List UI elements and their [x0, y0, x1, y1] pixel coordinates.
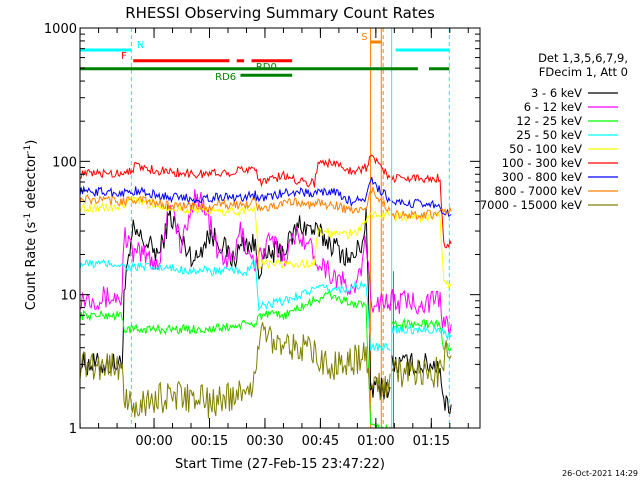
- legend-label-7: 800 - 7000 keV: [494, 184, 582, 198]
- series-line-5-seg-0: [80, 154, 391, 188]
- legend-label-8: 7000 - 15000 keV: [480, 198, 582, 212]
- x-tick-label-3: 00:45: [302, 434, 339, 449]
- series-line-6-seg-0: [80, 176, 391, 208]
- legend-label-2: 12 - 25 keV: [516, 114, 582, 128]
- legend-label-3: 25 - 50 keV: [516, 128, 582, 142]
- y-axis-label-sup2: -1: [23, 145, 33, 154]
- series-line-7-seg-0: [80, 186, 391, 214]
- series-line-8-seg-0: [80, 322, 391, 419]
- flag-label-4: RD6: [215, 72, 236, 83]
- series-line-6-seg-1: [391, 198, 452, 217]
- x-axis-label: Start Time (27-Feb-15 23:47:22): [175, 457, 385, 472]
- legend: Det 1,3,5,6,7,9,FDecim 1, Att 0 3 - 6 keV…: [480, 51, 628, 212]
- series-line-5-seg-1: [391, 173, 452, 249]
- y-axis-label-end: ): [24, 140, 39, 145]
- y-tick-label-3: 1000: [44, 22, 77, 37]
- flag-label-3: RD0: [256, 62, 277, 73]
- flag-label-2: F: [121, 51, 127, 62]
- x-tick-label-5: 01:15: [413, 434, 450, 449]
- plot-area: N S F RD0 RD6: [80, 28, 452, 428]
- series-line-0-seg-1: [391, 353, 452, 415]
- series-line-8-seg-1: [391, 340, 452, 388]
- series-line-4-seg-0: [80, 194, 391, 269]
- legend-header-1: FDecim 1, Att 0: [539, 65, 628, 79]
- flag-label-0: N: [137, 40, 144, 51]
- chart-title: RHESSI Observing Summary Count Rates: [125, 4, 435, 22]
- legend-label-5: 100 - 300 keV: [502, 156, 582, 170]
- legend-label-6: 300 - 800 keV: [502, 170, 582, 184]
- x-tick-label-0: 00:00: [135, 434, 172, 449]
- x-tick-label-4: 01:00: [357, 434, 394, 449]
- series-line-2-seg-1: [391, 317, 452, 352]
- legend-label-0: 3 - 6 keV: [531, 86, 582, 100]
- series-line-7-seg-1: [391, 205, 452, 221]
- y-axis-label-main: Count Rate (s: [24, 222, 39, 311]
- y-axis-label: Count Rate (s-1 detector-1): [23, 140, 39, 311]
- y-tick-label-1: 10: [60, 289, 77, 304]
- y-axis-label-mid: detector: [24, 153, 39, 213]
- y-axis-label-sup1: -1: [23, 213, 33, 222]
- plot-content: [80, 28, 452, 428]
- series-line-1-seg-0: [80, 189, 452, 334]
- plot-frame: [79, 27, 481, 429]
- flag-label-1: S: [361, 32, 367, 43]
- timestamp: 26-Oct-2021 14:29: [562, 469, 638, 478]
- series-line-3-seg-1: [391, 324, 452, 342]
- axes: 1 10 100 1000 00:00 00:15 00:30 00:45 01:00 01:15: [44, 22, 481, 449]
- y-tick-label-0: 1: [69, 422, 77, 437]
- x-tick-label-2: 00:30: [246, 434, 283, 449]
- series-line-4-seg-1: [391, 212, 452, 290]
- legend-label-1: 6 - 12 keV: [524, 100, 582, 114]
- legend-label-4: 50 - 100 keV: [509, 142, 582, 156]
- legend-header-0: Det 1,3,5,6,7,9,: [538, 51, 628, 65]
- y-tick-label-2: 100: [52, 155, 77, 170]
- series-line-3-seg-0: [80, 258, 391, 352]
- series-line-2-seg-0: [80, 289, 391, 428]
- x-tick-label-1: 00:15: [191, 434, 228, 449]
